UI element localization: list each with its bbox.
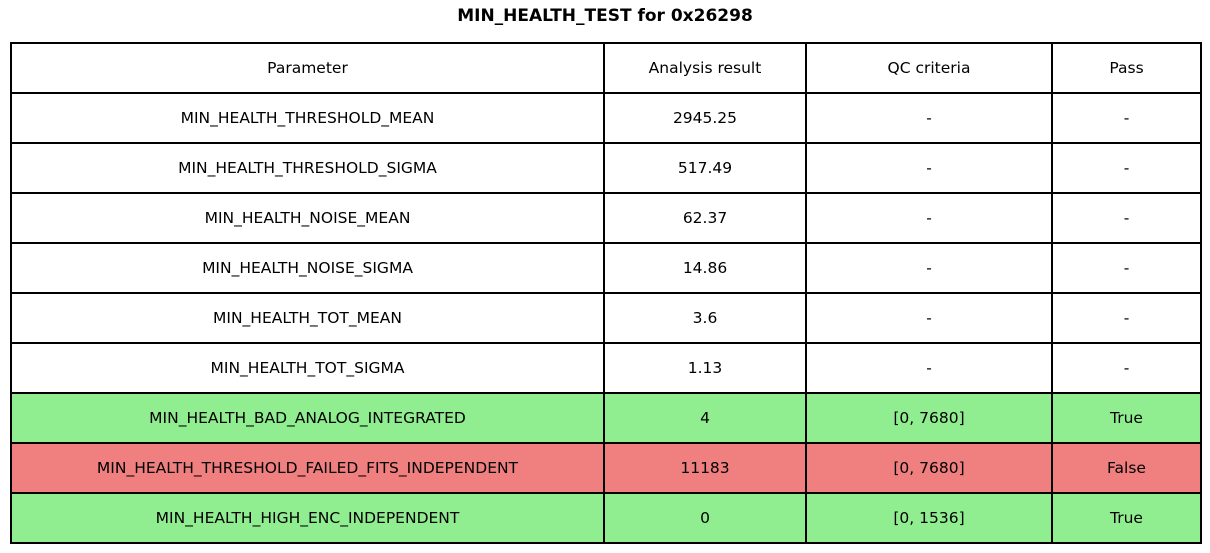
column-header-pass: Pass — [1051, 42, 1202, 94]
table-body: MIN_HEALTH_THRESHOLD_MEAN 2945.25- - MIN_HE… — [10, 92, 1202, 544]
cell-analysis-result: 1.13 — [603, 342, 807, 394]
cell-parameter: MIN_HEALTH_NOISE_MEAN — [10, 192, 605, 244]
cell-analysis-result: 2945.25 — [603, 92, 807, 144]
table-row: MIN_HEALTH_BAD_ANALOG_INTEGRATED 4 [0, 768… — [10, 392, 1202, 444]
cell-qc-criteria: - — [805, 192, 1053, 244]
cell-pass: - — [1051, 142, 1202, 194]
cell-parameter: MIN_HEALTH_THRESHOLD_FAILED_FITS_INDEPEN… — [10, 442, 605, 494]
column-header-parameter: Parameter — [10, 42, 605, 94]
table-header-row: Parameter Analysis result QC criteria Pa… — [10, 42, 1202, 94]
table-row: MIN_HEALTH_HIGH_ENC_INDEPENDENT 0 [0, 1536… — [10, 492, 1202, 544]
cell-qc-criteria: - — [805, 292, 1053, 344]
cell-qc-criteria: [0, 7680] — [805, 392, 1053, 444]
cell-parameter: MIN_HEALTH_THRESHOLD_SIGMA — [10, 142, 605, 194]
table-row: MIN_HEALTH_THRESHOLD_FAILED_FITS_INDEPEN… — [10, 442, 1202, 494]
cell-pass: True — [1051, 392, 1202, 444]
cell-analysis-result: 517.49 — [603, 142, 807, 194]
cell-analysis-result: 62.37 — [603, 192, 807, 244]
table-row: MIN_HEALTH_TOT_MEAN 3.6- - — [10, 292, 1202, 344]
cell-parameter: MIN_HEALTH_TOT_MEAN — [10, 292, 605, 344]
cell-analysis-result: 0 — [603, 492, 807, 544]
column-header-qc-criteria: QC criteria — [805, 42, 1053, 94]
cell-qc-criteria: - — [805, 92, 1053, 144]
cell-qc-criteria: [0, 1536] — [805, 492, 1053, 544]
cell-analysis-result: 3.6 — [603, 292, 807, 344]
chart-title: MIN_HEALTH_TEST for 0x26298 — [457, 6, 753, 26]
cell-pass: False — [1051, 442, 1202, 494]
cell-pass: - — [1051, 292, 1202, 344]
cell-pass: - — [1051, 342, 1202, 394]
cell-analysis-result: 11183 — [603, 442, 807, 494]
cell-analysis-result: 4 — [603, 392, 807, 444]
cell-parameter: MIN_HEALTH_THRESHOLD_MEAN — [10, 92, 605, 144]
table-row: MIN_HEALTH_NOISE_MEAN 62.37- - — [10, 192, 1202, 244]
cell-pass: - — [1051, 192, 1202, 244]
cell-parameter: MIN_HEALTH_TOT_SIGMA — [10, 342, 605, 394]
table-row: MIN_HEALTH_THRESHOLD_MEAN 2945.25- - — [10, 92, 1202, 144]
cell-qc-criteria: - — [805, 242, 1053, 294]
column-header-analysis-result: Analysis result — [603, 42, 807, 94]
cell-qc-criteria: - — [805, 142, 1053, 194]
cell-parameter: MIN_HEALTH_HIGH_ENC_INDEPENDENT — [10, 492, 605, 544]
cell-analysis-result: 14.86 — [603, 242, 807, 294]
cell-parameter: MIN_HEALTH_NOISE_SIGMA — [10, 242, 605, 294]
cell-pass: - — [1051, 242, 1202, 294]
cell-qc-criteria: - — [805, 342, 1053, 394]
table-row: MIN_HEALTH_TOT_SIGMA 1.13- - — [10, 342, 1202, 394]
table-row: MIN_HEALTH_NOISE_SIGMA 14.86- - — [10, 242, 1202, 294]
cell-pass: True — [1051, 492, 1202, 544]
qc-results-table: Parameter Analysis result QC criteria Pa… — [10, 42, 1202, 544]
cell-pass: - — [1051, 92, 1202, 144]
cell-parameter: MIN_HEALTH_BAD_ANALOG_INTEGRATED — [10, 392, 605, 444]
table-row: MIN_HEALTH_THRESHOLD_SIGMA 517.49- - — [10, 142, 1202, 194]
cell-qc-criteria: [0, 7680] — [805, 442, 1053, 494]
